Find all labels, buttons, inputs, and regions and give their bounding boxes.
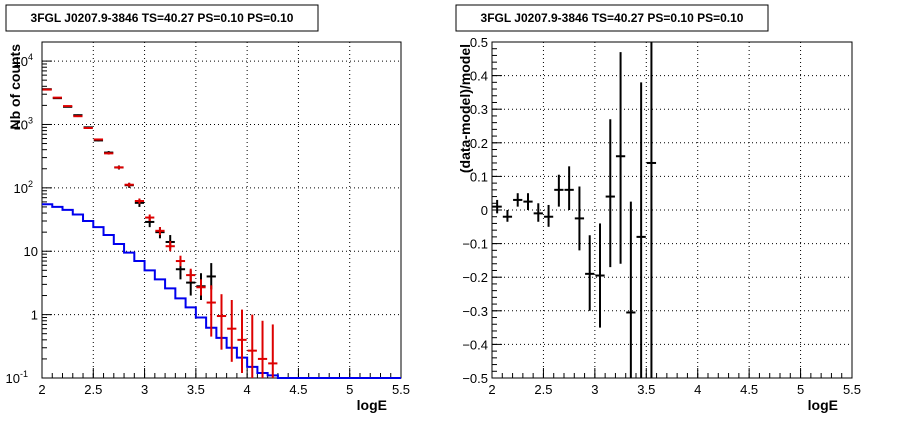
y-tick-label: 1 [31,308,38,323]
residual-point [543,204,554,227]
x-axis-title: logE [808,397,838,413]
residual-point [605,119,615,268]
residual-point [646,42,657,378]
y-tick-label: 0.5 [470,35,488,50]
title-box [5,4,319,32]
residual-point [554,174,564,207]
residual-point [564,166,574,210]
data-point-red [114,165,124,170]
x-tick-label: 2.5 [534,382,552,397]
x-tick-label: 3.5 [187,382,205,397]
residual-point [502,210,513,222]
data-point-red [175,255,186,267]
chart-title: 3FGL J0207.9-3846 TS=40.27 PS=0.10 PS=0.… [31,11,294,25]
residual-point [615,52,626,264]
y-tick-label: 10-1 [6,369,28,386]
x-tick-label: 2 [488,382,495,397]
data-point-red [165,241,175,252]
y-tick-label: 0.4 [470,69,488,84]
data-point-red [196,279,206,296]
x-tick-label: 5.5 [843,382,861,397]
residual-point [533,203,543,222]
y-tick-label: 10 [24,244,38,259]
x-tick-label: 5.5 [392,382,410,397]
data-point-red [124,182,134,187]
model-step-line [42,203,401,379]
residual-point [626,201,636,378]
data-point-red [227,300,237,362]
x-tick-label: 4.5 [740,382,758,397]
y-tick-label: −0.1 [462,237,488,252]
y-tick-label: −0.5 [462,371,488,386]
data-point-red [268,324,278,378]
y-tick-label: 102 [14,179,33,196]
y-tick-label: 0.2 [470,136,488,151]
x-tick-label: 3 [591,382,598,397]
x-tick-label: 3 [141,382,148,397]
residual-point [492,199,502,214]
y-tick-label: 0.1 [470,169,488,184]
data-point-red [63,105,73,108]
x-tick-label: 4 [244,382,251,397]
data-point-red [42,88,52,91]
data-point-red [186,268,196,282]
x-tick-label: 5 [797,382,804,397]
right-panel-residuals: 3FGL J0207.9-3846 TS=40.27 PS=0.10 PS=0.… [455,4,861,413]
data-point-red [145,214,155,221]
residual-point [513,193,523,207]
y-tick-label: −0.2 [462,270,488,285]
data-point-red [93,138,104,141]
y-tick-label: 0.3 [470,102,488,117]
plot-frame [491,41,853,379]
data-point-red [206,285,216,337]
plot-frame [41,41,402,379]
residual-point [585,235,595,311]
x-tick-label: 3.5 [637,382,655,397]
y-axis-title: Nb of counts [7,44,23,130]
data-point-red [104,152,114,155]
x-tick-label: 4 [694,382,701,397]
data-point-red [134,198,145,204]
data-point-red [155,227,165,236]
residual-point [574,186,585,251]
residual-point [523,193,533,210]
x-tick-label: 2 [38,382,45,397]
chart-title: 3FGL J0207.9-3846 TS=40.27 PS=0.10 PS=0.… [481,11,744,25]
data-point-red [73,115,83,118]
x-tick-label: 2.5 [84,382,102,397]
x-tick-label: 5 [346,382,353,397]
x-tick-label: 4.5 [289,382,307,397]
data-point-red [257,320,268,378]
data-point-red [237,309,247,373]
data-point-black [206,263,216,290]
residual-point [595,223,605,328]
data-point-red [52,96,63,99]
title-box [455,4,769,32]
y-tick-label: 0 [481,203,488,218]
y-axis-title: (data-model)/model [457,44,473,173]
y-tick-label: −0.3 [462,304,488,319]
left-panel-counts: 3FGL J0207.9-3846 TS=40.27 PS=0.10 PS=0.… [5,4,410,413]
data-point-red [247,314,257,378]
data-point-red [83,126,93,129]
y-tick-label: −0.4 [462,337,488,352]
data-point-red [216,294,227,350]
x-axis-title: logE [357,397,387,413]
residual-point [636,82,646,378]
